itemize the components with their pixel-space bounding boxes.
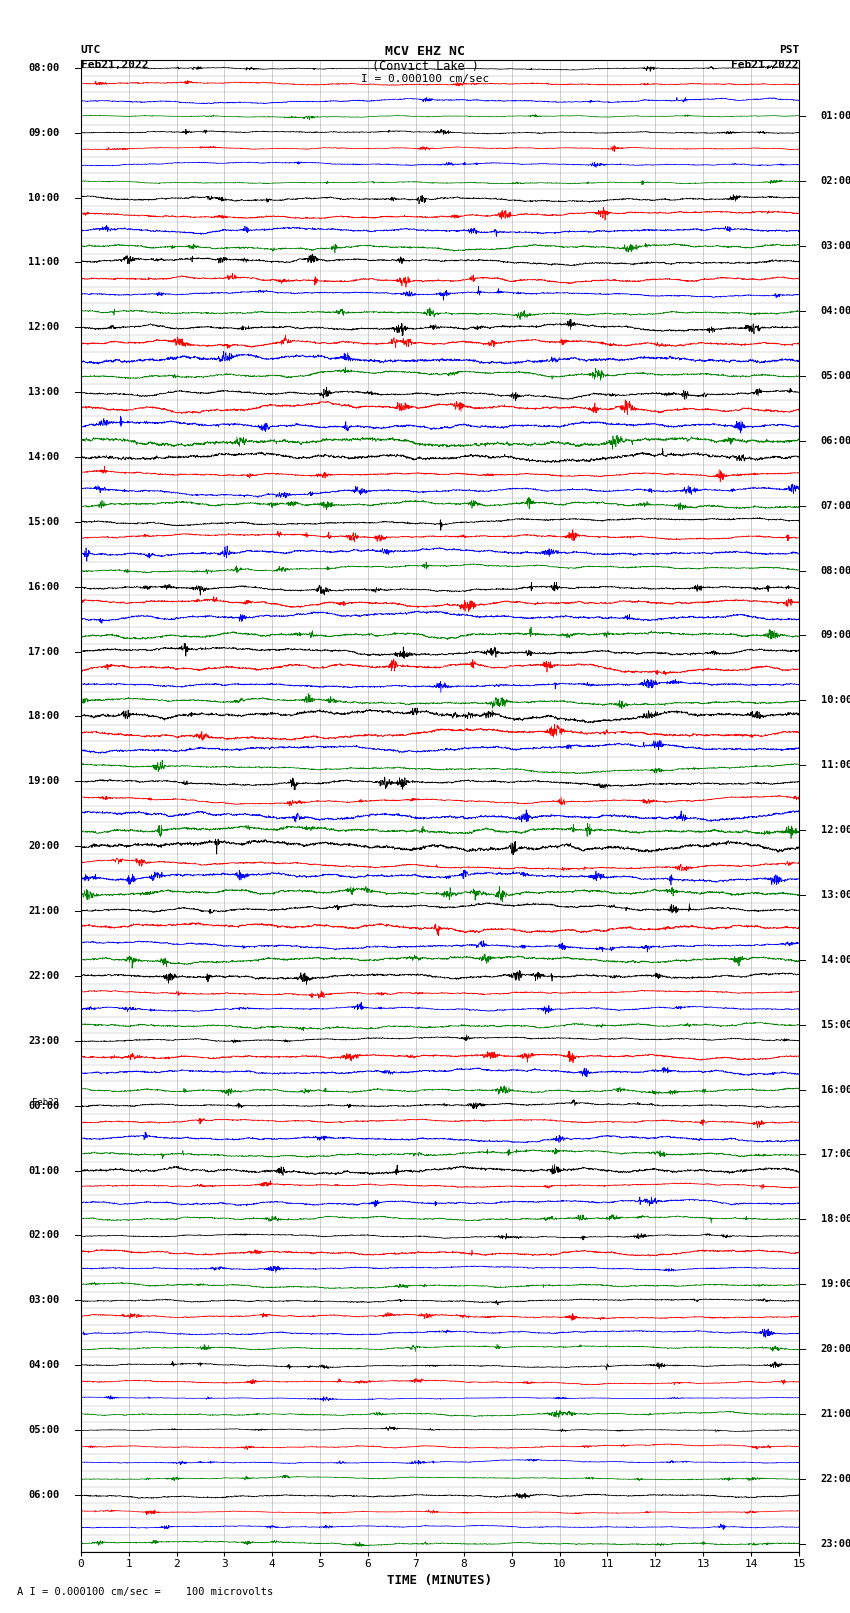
Text: 10:00: 10:00 <box>820 695 850 705</box>
Text: 09:00: 09:00 <box>820 631 850 640</box>
Text: 17:00: 17:00 <box>820 1150 850 1160</box>
Text: 13:00: 13:00 <box>28 387 60 397</box>
Text: 02:00: 02:00 <box>820 176 850 187</box>
Text: A I = 0.000100 cm/sec =    100 microvolts: A I = 0.000100 cm/sec = 100 microvolts <box>17 1587 273 1597</box>
Text: 14:00: 14:00 <box>28 452 60 461</box>
Text: 01:00: 01:00 <box>820 111 850 121</box>
Text: Feb21,2022: Feb21,2022 <box>732 60 799 69</box>
Text: 01:00: 01:00 <box>28 1166 60 1176</box>
Text: 12:00: 12:00 <box>28 323 60 332</box>
Text: 06:00: 06:00 <box>820 436 850 445</box>
Text: 05:00: 05:00 <box>820 371 850 381</box>
Text: 14:00: 14:00 <box>820 955 850 965</box>
Text: 15:00: 15:00 <box>820 1019 850 1029</box>
Text: 02:00: 02:00 <box>28 1231 60 1240</box>
Text: 12:00: 12:00 <box>820 824 850 836</box>
Text: 04:00: 04:00 <box>820 306 850 316</box>
Text: 17:00: 17:00 <box>28 647 60 656</box>
Text: 16:00: 16:00 <box>28 582 60 592</box>
Text: MCV EHZ NC: MCV EHZ NC <box>385 45 465 58</box>
Text: 06:00: 06:00 <box>28 1490 60 1500</box>
Text: I = 0.000100 cm/sec: I = 0.000100 cm/sec <box>361 74 489 84</box>
Text: 18:00: 18:00 <box>28 711 60 721</box>
Text: 20:00: 20:00 <box>28 842 60 852</box>
Text: 08:00: 08:00 <box>820 566 850 576</box>
Text: Feb21,2022: Feb21,2022 <box>81 60 148 69</box>
Text: (Convict Lake ): (Convict Lake ) <box>371 60 479 73</box>
Text: 23:00: 23:00 <box>28 1036 60 1045</box>
Text: 16:00: 16:00 <box>820 1084 850 1095</box>
Text: 19:00: 19:00 <box>820 1279 850 1289</box>
Text: 21:00: 21:00 <box>820 1408 850 1419</box>
Text: 08:00: 08:00 <box>28 63 60 73</box>
Text: 03:00: 03:00 <box>28 1295 60 1305</box>
X-axis label: TIME (MINUTES): TIME (MINUTES) <box>388 1574 492 1587</box>
Text: 04:00: 04:00 <box>28 1360 60 1369</box>
Text: 22:00: 22:00 <box>820 1474 850 1484</box>
Text: 23:00: 23:00 <box>820 1539 850 1548</box>
Text: 07:00: 07:00 <box>820 500 850 511</box>
Text: 20:00: 20:00 <box>820 1344 850 1353</box>
Text: UTC: UTC <box>81 45 101 55</box>
Text: 21:00: 21:00 <box>28 907 60 916</box>
Text: 10:00: 10:00 <box>28 192 60 203</box>
Text: 00:00: 00:00 <box>28 1100 60 1111</box>
Text: 13:00: 13:00 <box>820 890 850 900</box>
Text: 05:00: 05:00 <box>28 1424 60 1436</box>
Text: 15:00: 15:00 <box>28 516 60 527</box>
Text: PST: PST <box>779 45 799 55</box>
Text: 22:00: 22:00 <box>28 971 60 981</box>
Text: 11:00: 11:00 <box>28 258 60 268</box>
Text: 03:00: 03:00 <box>820 242 850 252</box>
Text: 19:00: 19:00 <box>28 776 60 787</box>
Text: 09:00: 09:00 <box>28 127 60 137</box>
Text: 11:00: 11:00 <box>820 760 850 769</box>
Text: 18:00: 18:00 <box>820 1215 850 1224</box>
Text: Feb22: Feb22 <box>32 1097 60 1107</box>
